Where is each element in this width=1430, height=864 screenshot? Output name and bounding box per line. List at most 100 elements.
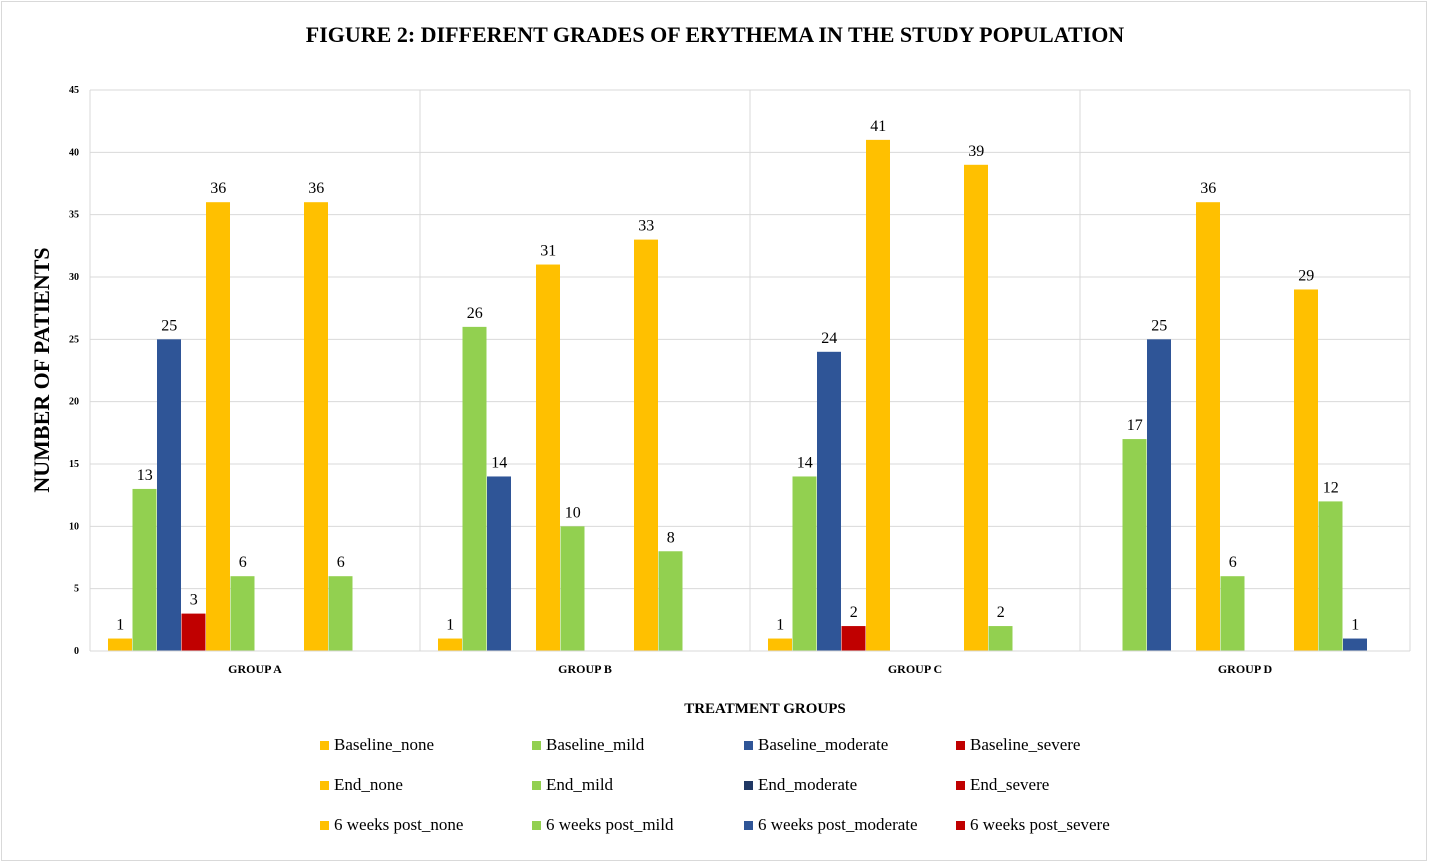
bar — [108, 638, 132, 651]
data-label: 2 — [997, 604, 1005, 621]
y-tick-label: 40 — [69, 147, 79, 158]
bar — [206, 202, 230, 651]
legend: Baseline_none Baseline_mild Baseline_moder… — [320, 735, 1180, 835]
legend-swatch — [956, 820, 965, 830]
y-tick-label: 45 — [69, 85, 79, 96]
bar — [132, 488, 157, 651]
legend-swatch — [744, 820, 753, 830]
y-tick-label: 10 — [69, 521, 79, 532]
bar — [1122, 439, 1147, 651]
bar — [1294, 289, 1318, 651]
data-label: 3 — [190, 592, 198, 609]
legend-item: Baseline_severe — [956, 735, 1168, 755]
y-tick-label: 20 — [69, 397, 79, 408]
bar — [658, 551, 683, 651]
legend-item: Baseline_mild — [532, 735, 744, 755]
bar — [304, 202, 328, 651]
data-label: 1 — [776, 617, 784, 634]
bar — [1220, 576, 1245, 651]
legend-item: End_moderate — [744, 775, 956, 795]
y-tick-label: 0 — [74, 646, 79, 657]
bar — [1318, 501, 1343, 651]
bar — [1147, 339, 1171, 651]
data-label: 14 — [797, 454, 813, 471]
bar — [230, 576, 255, 651]
legend-item: Baseline_moderate — [744, 735, 956, 755]
bar — [817, 351, 841, 651]
legend-item: End_mild — [532, 775, 744, 795]
legend-swatch — [320, 820, 329, 830]
legend-swatch — [532, 820, 541, 830]
legend-item: End_none — [320, 775, 532, 795]
legend-swatch — [956, 780, 965, 790]
data-label: 39 — [968, 143, 984, 160]
bar — [768, 638, 792, 651]
legend-label: End_moderate — [758, 775, 858, 794]
x-tick-label: GROUP B — [558, 662, 612, 676]
data-label: 6 — [337, 554, 345, 571]
legend-swatch — [744, 740, 753, 750]
legend-item: 6 weeks post_severe — [956, 815, 1168, 835]
legend-label: 6 weeks post_moderate — [758, 815, 918, 834]
legend-item: 6 weeks post_mild — [532, 815, 744, 835]
data-label: 24 — [821, 330, 837, 347]
legend-label: Baseline_severe — [970, 735, 1081, 754]
data-label: 29 — [1298, 267, 1314, 284]
x-tick-label: GROUP D — [1218, 662, 1273, 676]
data-label: 31 — [540, 243, 556, 260]
legend-swatch — [956, 740, 965, 750]
legend-item: 6 weeks post_moderate — [744, 815, 956, 835]
data-label: 33 — [638, 218, 654, 235]
y-tick-label: 5 — [74, 584, 79, 595]
y-tick-label: 25 — [69, 334, 79, 345]
bar — [536, 264, 560, 651]
legend-label: 6 weeks post_severe — [970, 815, 1110, 834]
bar — [866, 139, 890, 651]
data-label: 1 — [1351, 617, 1359, 634]
data-label: 17 — [1127, 417, 1143, 434]
data-label: 2 — [850, 604, 858, 621]
chart-title: FIGURE 2: DIFFERENT GRADES OF ERYTHEMA I… — [305, 22, 1125, 47]
legend-swatch — [532, 780, 541, 790]
data-label: 36 — [1200, 180, 1216, 197]
data-label: 36 — [210, 180, 226, 197]
bar — [964, 164, 988, 652]
bar — [1196, 202, 1220, 651]
legend-item: Baseline_none — [320, 735, 532, 755]
x-tick-label: GROUP A — [228, 662, 282, 676]
bar — [157, 339, 181, 651]
y-tick-label: 15 — [69, 459, 79, 470]
legend-item: End_severe — [956, 775, 1168, 795]
legend-label: End_severe — [970, 775, 1050, 794]
data-label: 14 — [491, 454, 507, 471]
bar — [328, 576, 353, 651]
data-label: 25 — [161, 317, 177, 334]
data-label: 6 — [1229, 554, 1237, 571]
bar — [634, 239, 658, 651]
legend-label: Baseline_mild — [546, 735, 645, 754]
data-label: 10 — [565, 504, 581, 521]
bar — [841, 626, 866, 651]
legend-swatch — [744, 780, 753, 790]
legend-item: 6 weeks post_none — [320, 815, 532, 835]
x-axis-label: TREATMENT GROUPS — [684, 701, 846, 717]
legend-swatch — [320, 780, 329, 790]
y-tick-label: 35 — [69, 210, 79, 221]
bar — [487, 476, 511, 651]
bar — [988, 626, 1013, 651]
legend-swatch — [532, 740, 541, 750]
legend-label: Baseline_moderate — [758, 735, 889, 754]
data-label: 12 — [1323, 479, 1339, 496]
data-label: 41 — [870, 118, 886, 135]
legend-label: Baseline_none — [334, 735, 435, 754]
bar — [560, 526, 585, 651]
legend-swatch — [320, 740, 329, 750]
data-label: 1 — [446, 617, 454, 634]
bar — [438, 638, 462, 651]
bar — [181, 613, 206, 651]
legend-label: End_mild — [546, 775, 614, 794]
data-label: 36 — [308, 180, 324, 197]
data-label: 8 — [667, 529, 675, 546]
bar — [1343, 638, 1367, 651]
